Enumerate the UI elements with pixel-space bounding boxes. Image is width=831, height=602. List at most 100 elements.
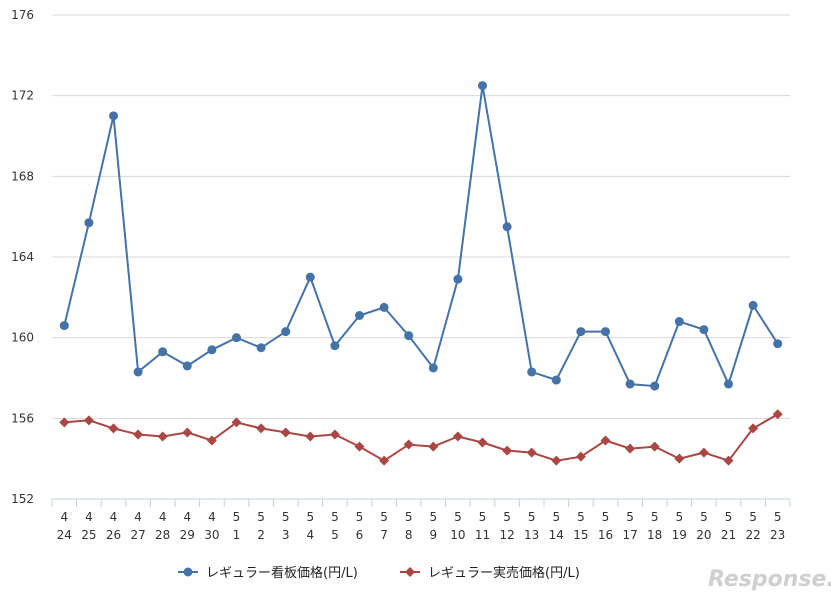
x-tick-month: 5 [429,510,437,524]
data-point [601,327,610,337]
data-point [206,435,217,446]
data-point [354,441,365,452]
data-point [625,443,636,454]
x-tick-day: 15 [573,528,588,542]
data-point [772,409,783,420]
x-tick-month: 5 [700,510,708,524]
x-tick-day: 16 [598,528,613,542]
data-point [133,429,144,440]
x-tick-month: 5 [774,510,782,524]
x-tick-day: 8 [405,528,413,542]
data-point [108,423,119,434]
x-tick-month: 5 [626,510,634,524]
legend-label: レギュラー実売価格(円/L) [428,565,580,581]
data-point [527,367,537,377]
x-tick-month: 4 [159,510,167,524]
x-tick-month: 5 [454,510,462,524]
data-point [428,441,439,452]
x-tick-month: 5 [651,510,659,524]
series-line [63,85,779,388]
data-point [404,331,414,341]
y-tick-label: 160 [11,331,34,345]
y-tick-label: 152 [11,492,34,506]
x-tick-month: 5 [257,510,265,524]
data-point [355,310,364,320]
x-tick-month: 5 [282,510,290,524]
data-point [625,379,635,389]
data-point [773,339,783,349]
y-tick-label: 168 [11,169,34,183]
x-tick-month: 5 [233,510,241,524]
data-point [256,343,266,353]
x-tick-month: 5 [528,510,536,524]
data-point [330,341,340,351]
data-point [674,453,685,464]
x-tick-day: 20 [696,528,711,542]
x-tick-day: 26 [106,528,121,542]
x-tick-month: 5 [356,510,364,524]
x-tick-month: 4 [208,510,216,524]
x-tick-day: 13 [524,528,539,542]
data-point [158,347,168,357]
data-point [379,455,390,466]
x-tick-month: 5 [725,510,733,524]
y-tick-label: 156 [11,411,34,425]
x-tick-day: 18 [647,528,662,542]
series-2 [59,409,783,466]
x-tick-month: 5 [479,510,487,524]
legend-marker [183,567,193,577]
x-tick-day: 27 [130,528,145,542]
x-tick-day: 21 [721,528,736,542]
x-tick-day: 6 [356,528,364,542]
data-point [724,379,733,389]
data-point [526,447,537,458]
x-tick-month: 5 [749,510,757,524]
x-tick-day: 1 [233,528,241,542]
gridlines [52,14,790,500]
x-tick-day: 11 [475,528,490,542]
x-tick-day: 25 [81,528,96,542]
series-layer [59,81,783,466]
x-tick-day: 19 [672,528,687,542]
x-tick-month: 5 [552,510,560,524]
legend-label: レギュラー看板価格(円/L) [206,565,358,581]
x-tick-day: 10 [450,528,465,542]
data-point [109,111,118,121]
y-tick-label: 164 [11,250,34,264]
data-point [748,300,758,310]
x-tick-day: 30 [204,528,219,542]
data-point [59,417,70,428]
legend-item-1: レギュラー看板価格(円/L) [178,565,358,581]
data-point [83,415,94,426]
data-point [478,81,487,91]
x-tick-day: 14 [549,528,564,542]
legend-item-2: レギュラー実売価格(円/L) [400,565,580,581]
data-point [157,431,168,442]
data-point [698,447,709,458]
x-tick-month: 4 [60,510,68,524]
x-tick-month: 5 [380,510,388,524]
data-point [182,427,193,438]
data-point [281,327,291,337]
data-point [699,325,709,335]
x-tick-month: 5 [602,510,610,524]
data-point [403,439,414,450]
series-line [64,413,779,462]
data-point [551,455,562,466]
series-1 [59,81,783,391]
x-tick-month: 5 [503,510,511,524]
data-point [59,321,69,331]
x-tick-month: 5 [331,510,339,524]
data-point [329,429,340,440]
x-axis: 4244254264274284294305152535455565758595… [51,498,791,542]
x-tick-day: 4 [306,528,314,542]
data-point [428,363,438,373]
x-tick-day: 29 [180,528,195,542]
data-point [551,375,561,385]
y-tick-label: 176 [11,8,34,22]
data-point [84,218,94,228]
data-point [182,361,192,371]
legend: レギュラー看板価格(円/L) レギュラー実売価格(円/L) [178,565,580,581]
x-tick-month: 4 [110,510,118,524]
